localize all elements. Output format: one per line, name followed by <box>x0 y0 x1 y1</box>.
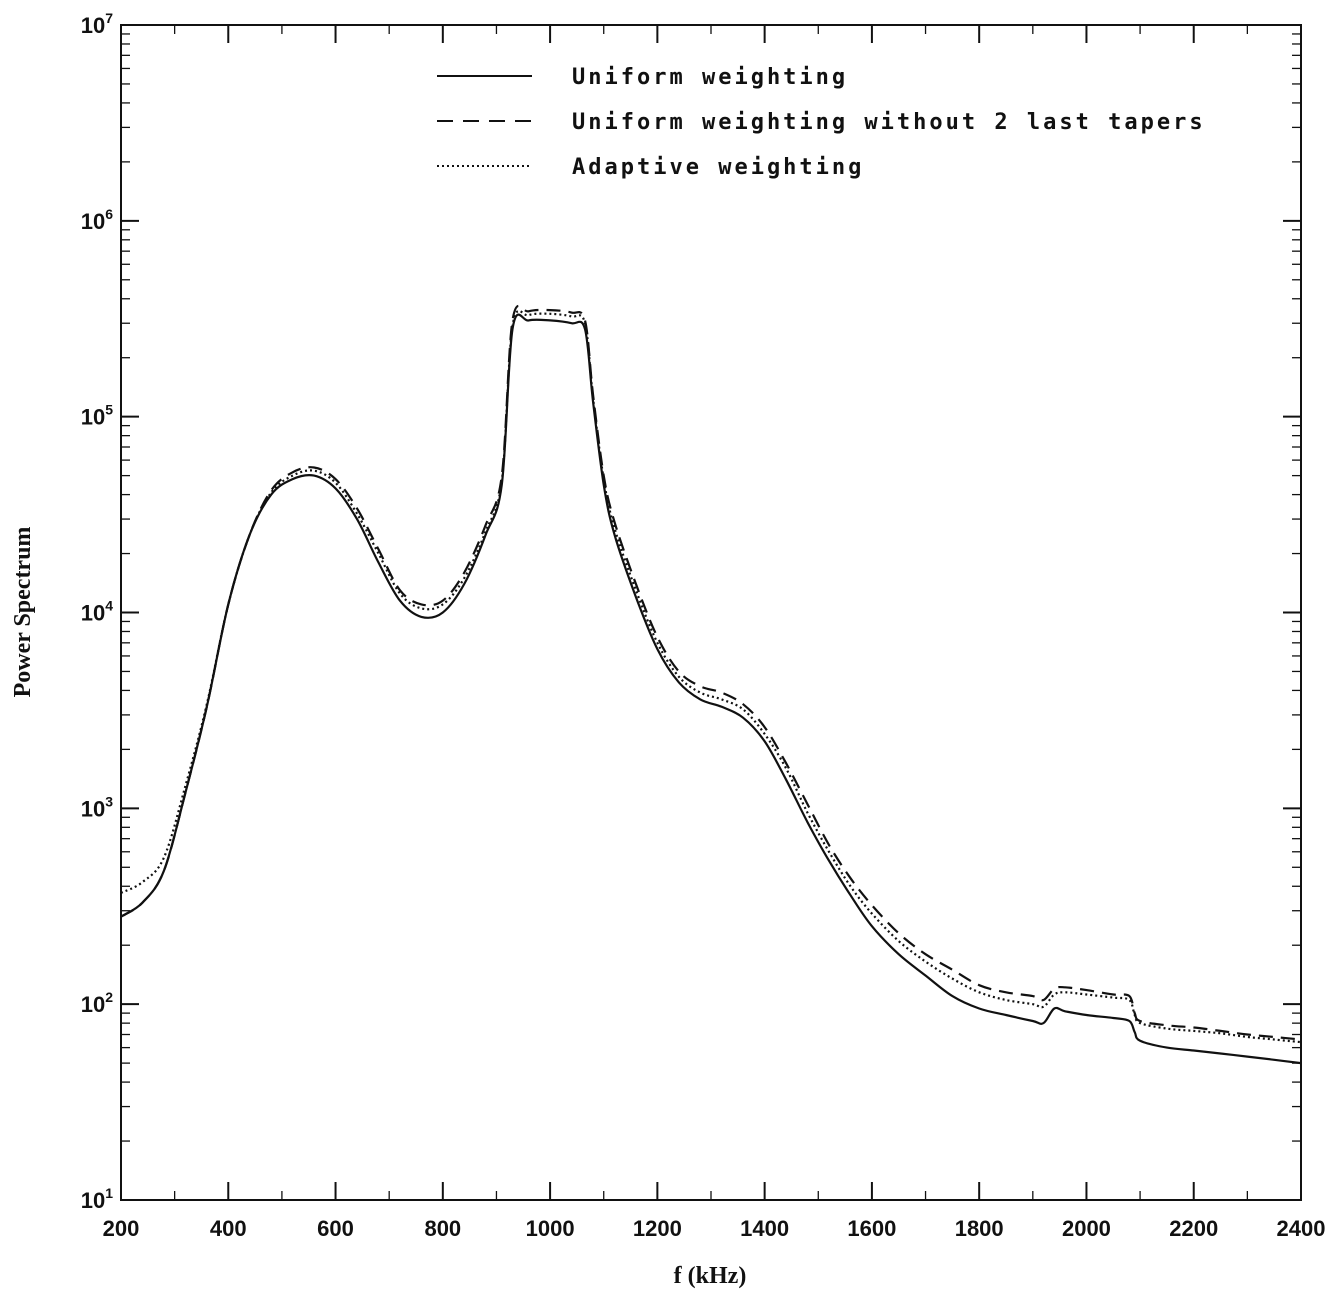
y-tick-label: 102 <box>81 989 113 1017</box>
x-tick-label: 600 <box>317 1216 354 1241</box>
x-tick-label: 2200 <box>1169 1216 1218 1241</box>
x-tick-label: 200 <box>103 1216 140 1241</box>
x-tick-label: 2000 <box>1062 1216 1111 1241</box>
x-tick-label: 800 <box>424 1216 461 1241</box>
legend-label-uniform: Uniform weighting <box>572 65 848 90</box>
x-axis-ticks: 200 400 600 800 1000 1200 1400 1600 1800 2000 2200… <box>103 25 1326 1241</box>
plot-frame <box>120 24 1302 1201</box>
x-tick-label: 1000 <box>526 1216 575 1241</box>
legend-label-adaptive: Adaptive weighting <box>572 155 864 180</box>
y-axis-title: Power Spectrum <box>10 527 36 698</box>
y-tick-label: 105 <box>81 402 113 430</box>
legend: Uniform weighting Uniform weighting with… <box>437 65 1206 180</box>
x-tick-label: 1800 <box>955 1216 1004 1241</box>
legend-label-uniform-no-tapers: Uniform weighting without 2 last tapers <box>572 110 1206 135</box>
x-tick-label: 400 <box>210 1216 247 1241</box>
y-axis-ticks: 101 102 103 104 105 106 107 <box>81 10 1301 1213</box>
y-tick-label: 106 <box>81 206 113 234</box>
x-tick-label: 1200 <box>633 1216 682 1241</box>
series-uniform-weighting-line <box>120 313 1302 1065</box>
series-layer <box>120 304 1302 1065</box>
x-tick-label: 2400 <box>1277 1216 1326 1241</box>
y-tick-label: 104 <box>81 598 113 626</box>
x-tick-label: 1400 <box>740 1216 789 1241</box>
y-tick-label: 103 <box>81 793 113 821</box>
y-tick-label: 107 <box>81 10 113 38</box>
x-tick-label: 1600 <box>847 1216 896 1241</box>
series-adaptive-weighting-line <box>120 309 1302 1044</box>
x-axis-title: f (kHz) <box>674 1263 747 1289</box>
y-tick-label: 101 <box>81 1185 113 1213</box>
series-uniform-no-tapers-line <box>120 304 1302 1041</box>
